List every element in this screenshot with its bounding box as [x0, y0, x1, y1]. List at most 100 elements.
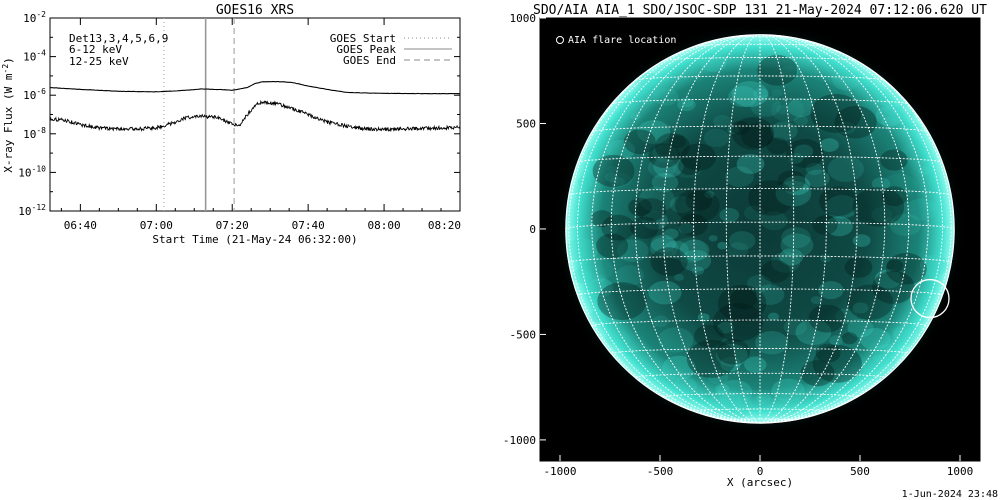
aia-bright-patch: [829, 335, 844, 346]
aia-bright-patch: [657, 327, 694, 353]
aia-bright-patch: [663, 240, 689, 259]
aia-bright-patch: [717, 321, 734, 334]
aia-bright-patch: [892, 327, 909, 339]
aia-bright-patch: [727, 242, 749, 258]
aia-bright-patch: [648, 280, 682, 305]
aia-bright-patch: [669, 195, 694, 213]
aia-bright-patch: [652, 315, 669, 327]
aia-bright-patch: [837, 121, 856, 135]
aia-bright-patch: [678, 223, 694, 234]
aia-bright-patch: [639, 186, 675, 213]
aia-y-tick-label: 500: [516, 117, 536, 130]
aia-bright-patch: [760, 211, 788, 231]
aia-y-axis: 1000 500 0 -500 -1000: [503, 12, 546, 447]
aia-bright-patch: [673, 377, 698, 395]
goes-series: [50, 81, 460, 133]
aia-bright-patch: [651, 173, 679, 192]
footer-timestamp: 1-Jun-2024 23:48: [902, 489, 998, 500]
goes-y-tick-label: 10-4: [23, 49, 46, 64]
aia-bright-patch: [744, 356, 767, 373]
aia-dark-patch: [650, 247, 688, 276]
aia-bright-patch: [893, 324, 925, 347]
aia-longitude-line: [634, 34, 761, 424]
aia-bright-patch: [714, 383, 730, 395]
aia-bright-patch: [728, 85, 758, 108]
aia-bright-patch: [918, 165, 932, 176]
aia-latitude-line: [568, 188, 952, 196]
aia-bright-patch: [768, 312, 780, 321]
aia-x-tick-label: -500: [647, 465, 674, 478]
aia-dark-patch: [810, 93, 862, 134]
aia-bright-patch: [756, 393, 772, 405]
aia-bright-patch: [783, 318, 807, 336]
aia-dark-patch: [852, 187, 905, 227]
aia-active-regions: [565, 52, 949, 420]
aia-dark-patch: [880, 149, 908, 171]
aia-image-plot: SDO/AIA AIA_1 SDO/JSOC-SDP 131 21-May-20…: [503, 3, 987, 489]
aia-bright-patch: [875, 106, 904, 127]
aia-legend: AIA flare location: [556, 35, 676, 46]
aia-bright-patch: [822, 52, 853, 74]
aia-bright-patch: [818, 281, 844, 300]
aia-dark-patch: [740, 123, 774, 149]
aia-bright-patch: [717, 241, 728, 250]
goes-legend-dashed-label: GOES End: [343, 54, 396, 67]
goes-xrs-plot: GOES16 XRS 10-2 10-4 10-6 10-8 10-10 10-12 06…: [1, 3, 461, 246]
aia-bright-patch: [728, 231, 756, 251]
aia-bright-patch: [572, 269, 592, 283]
aia-longitude-line: [759, 34, 929, 424]
aia-x-tick-label: 1000: [947, 465, 974, 478]
aia-bright-patch: [647, 157, 677, 178]
aia-bright-patch: [793, 115, 809, 126]
aia-plot-title: SDO/AIA AIA_1 SDO/JSOC-SDP 131 21-May-20…: [533, 3, 987, 18]
goes-channel-label: Det13,3,4,5,6,9: [69, 32, 168, 45]
aia-bright-patch: [819, 138, 839, 152]
aia-bright-patch: [652, 144, 678, 163]
aia-x-axis-label: X (arcsec): [727, 476, 793, 489]
aia-latitude-line: [693, 43, 827, 47]
goes-y-tick-label: 10-6: [23, 87, 46, 102]
aia-bright-patch: [713, 114, 732, 128]
aia-bright-patch: [825, 216, 853, 237]
goes-y-axis: 10-2 10-4 10-6 10-8 10-10 10-12: [18, 10, 460, 218]
goes-y-tick-label: 10-8: [23, 126, 46, 141]
aia-bright-patch: [605, 330, 630, 348]
goes-legend-low-energy: 6-12 keV: [69, 43, 122, 56]
aia-bright-patch: [782, 175, 811, 196]
aia-dark-patch: [872, 271, 915, 304]
aia-dark-patch: [885, 252, 927, 285]
aia-y-tick-label: -500: [510, 328, 537, 341]
goes-event-markers: [163, 18, 235, 211]
aia-longitude-line: [759, 34, 858, 424]
aia-dark-patch: [636, 198, 667, 222]
aia-bright-patch: [895, 104, 916, 119]
goes-plot-title: GOES16 XRS: [216, 3, 294, 18]
aia-longitude-line: [693, 34, 761, 424]
aia-dark-patch: [680, 143, 717, 171]
aia-limb-line: [565, 34, 955, 424]
goes-x-tick-label: 08:20: [428, 219, 461, 232]
aia-bright-patch: [674, 273, 685, 281]
aia-dark-patch: [777, 170, 806, 192]
aia-bright-patch: [827, 156, 864, 182]
aia-longitude-line: [759, 34, 795, 424]
aia-bright-patch: [753, 88, 769, 99]
aia-bright-patch: [771, 378, 805, 402]
aia-longitude-line: [725, 34, 761, 424]
aia-bright-patch: [577, 256, 614, 283]
aia-bright-patch: [859, 327, 891, 350]
aia-bright-patch: [919, 254, 949, 276]
aia-flare-circle: [910, 278, 950, 319]
aia-bright-patch: [805, 162, 823, 176]
aia-bright-patch: [719, 207, 740, 223]
aia-bright-patch: [602, 223, 618, 235]
aia-dark-patch: [677, 156, 702, 176]
aia-grid-lines: [565, 34, 955, 424]
aia-dark-patch: [731, 120, 750, 135]
goes-series-line-low: [50, 81, 460, 95]
aia-latitude-line: [610, 348, 910, 354]
aia-bright-patch: [716, 379, 753, 406]
aia-longitude-line: [610, 34, 761, 424]
aia-bright-patch: [755, 284, 785, 305]
